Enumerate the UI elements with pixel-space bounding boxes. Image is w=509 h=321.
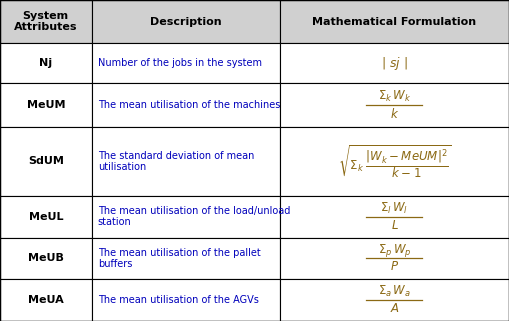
Text: The mean utilisation of the pallet
buffers: The mean utilisation of the pallet buffe…	[98, 247, 261, 269]
Text: The standard deviation of mean
utilisation: The standard deviation of mean utilisati…	[98, 151, 254, 172]
Bar	[0, 279, 92, 321]
Bar	[92, 196, 280, 238]
Text: System
Attributes: System Attributes	[14, 11, 77, 32]
Bar	[280, 196, 509, 238]
Text: MeUA: MeUA	[28, 295, 64, 305]
Text: Mathematical Formulation: Mathematical Formulation	[313, 17, 476, 27]
Text: $P$: $P$	[390, 260, 399, 273]
Text: Description: Description	[150, 17, 221, 27]
Bar	[0, 83, 92, 127]
Text: $\Sigma_l\, W_l$: $\Sigma_l\, W_l$	[381, 201, 408, 216]
Bar	[280, 83, 509, 127]
Text: $|\ sj\ |$: $|\ sj\ |$	[381, 55, 408, 72]
Text: $L$: $L$	[390, 219, 399, 231]
Text: $\Sigma_k\, W_k$: $\Sigma_k\, W_k$	[378, 89, 411, 104]
Bar	[92, 279, 280, 321]
Bar	[92, 0, 280, 43]
Text: $A$: $A$	[389, 302, 400, 315]
Bar	[280, 127, 509, 196]
Text: MeUM: MeUM	[26, 100, 65, 110]
Text: $\sqrt{\Sigma_k\;\dfrac{|W_k - MeUM|^{2}}{k-1}}$: $\sqrt{\Sigma_k\;\dfrac{|W_k - MeUM|^{2}…	[337, 143, 451, 179]
Bar	[0, 238, 92, 279]
Bar	[280, 238, 509, 279]
Text: MeUB: MeUB	[28, 253, 64, 264]
Text: The mean utilisation of the load/unload
station: The mean utilisation of the load/unload …	[98, 206, 290, 228]
Text: $k$: $k$	[390, 107, 399, 121]
Bar	[92, 127, 280, 196]
Bar	[0, 127, 92, 196]
Text: Number of the jobs in the system: Number of the jobs in the system	[98, 58, 262, 68]
Bar	[280, 43, 509, 83]
Bar	[92, 238, 280, 279]
Text: The mean utilisation of the AGVs: The mean utilisation of the AGVs	[98, 295, 259, 305]
Bar	[0, 0, 92, 43]
Bar	[280, 279, 509, 321]
Text: Nj: Nj	[39, 58, 52, 68]
Bar	[0, 43, 92, 83]
Text: $\Sigma_a\, W_a$: $\Sigma_a\, W_a$	[378, 284, 411, 299]
Text: MeUL: MeUL	[29, 212, 63, 222]
Bar	[92, 83, 280, 127]
Text: The mean utilisation of the machines: The mean utilisation of the machines	[98, 100, 280, 110]
Bar	[92, 43, 280, 83]
Bar	[280, 0, 509, 43]
Bar	[0, 196, 92, 238]
Text: $\Sigma_p\, W_p$: $\Sigma_p\, W_p$	[378, 242, 411, 258]
Text: SdUM: SdUM	[28, 156, 64, 166]
